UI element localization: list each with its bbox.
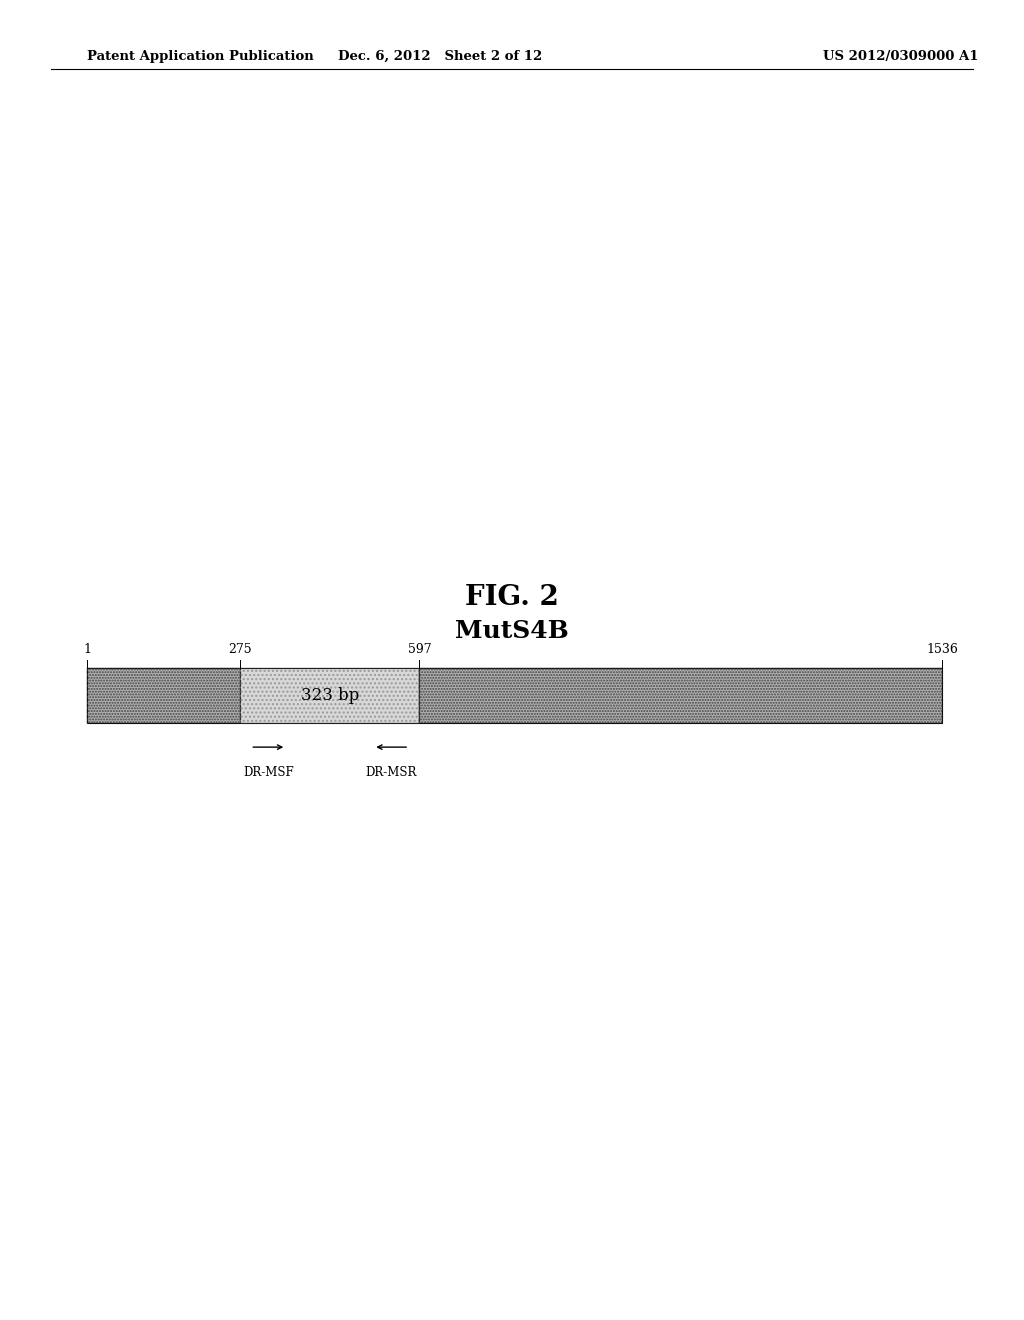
Text: DR-MSF: DR-MSF (243, 766, 294, 779)
Text: US 2012/0309000 A1: US 2012/0309000 A1 (823, 50, 979, 63)
Bar (240, 668, 420, 723)
Text: Patent Application Publication: Patent Application Publication (87, 50, 313, 63)
Text: 1: 1 (83, 643, 91, 656)
Text: 597: 597 (408, 643, 431, 656)
Bar (420, 668, 942, 723)
Text: DR-MSR: DR-MSR (366, 766, 417, 779)
Text: Dec. 6, 2012   Sheet 2 of 12: Dec. 6, 2012 Sheet 2 of 12 (338, 50, 543, 63)
Bar (87, 668, 240, 723)
Text: 275: 275 (228, 643, 252, 656)
Bar (87, 668, 240, 723)
Text: FIG. 2: FIG. 2 (465, 585, 559, 611)
Text: 323 bp: 323 bp (301, 688, 359, 704)
Text: 1536: 1536 (926, 643, 958, 656)
Bar (420, 668, 942, 723)
Text: MutS4B: MutS4B (455, 619, 569, 643)
Bar (240, 668, 420, 723)
